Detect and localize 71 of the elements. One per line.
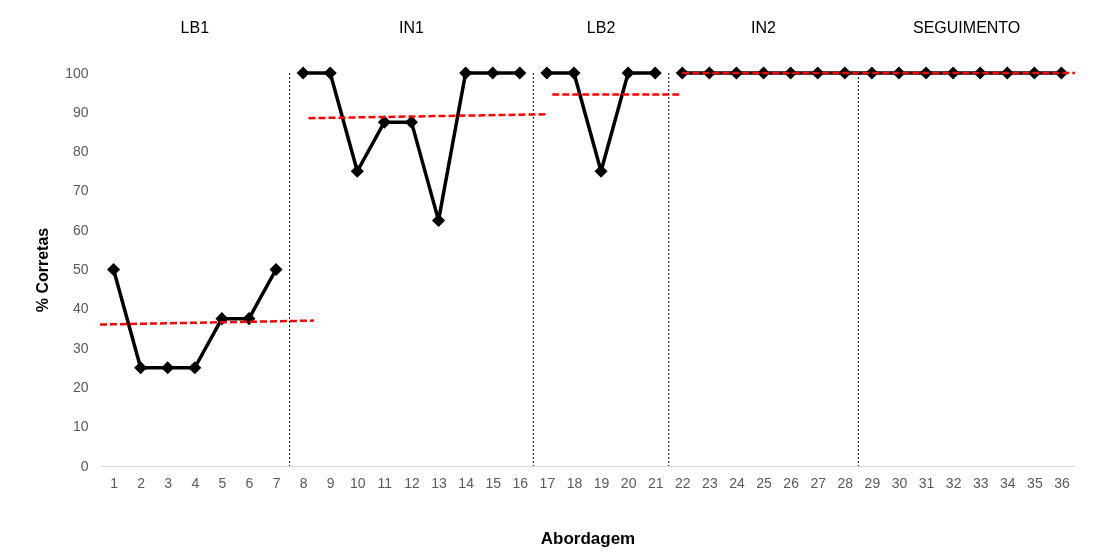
point xyxy=(621,66,635,80)
x-tick-label: 3 xyxy=(164,474,173,491)
y-tick-label: 30 xyxy=(72,339,89,356)
x-tick-label: 11 xyxy=(377,474,393,491)
x-tick-label: 17 xyxy=(539,474,556,491)
x-tick-label: 23 xyxy=(702,474,718,491)
point xyxy=(134,361,148,375)
point xyxy=(404,115,418,129)
x-tick-label: 5 xyxy=(218,474,227,491)
point xyxy=(269,262,283,277)
x-tick-label: 20 xyxy=(620,474,637,491)
y-tick-label: 70 xyxy=(72,182,89,199)
x-tick-label: 32 xyxy=(945,474,962,491)
x-tick-label: 15 xyxy=(485,474,502,491)
x-tick-label: 27 xyxy=(810,474,827,491)
x-tick-label: 4 xyxy=(191,474,200,491)
x-tick-label: 22 xyxy=(675,474,691,491)
x-tick-label: 13 xyxy=(431,474,448,491)
x-tick-label: 19 xyxy=(593,474,610,491)
x-tick-label: 30 xyxy=(891,474,908,491)
point xyxy=(486,66,500,80)
x-tick-label: 14 xyxy=(458,474,475,491)
point xyxy=(567,66,581,80)
x-tick-label: 10 xyxy=(350,474,366,491)
y-tick-label: 80 xyxy=(72,143,89,160)
x-tick-label: 29 xyxy=(864,474,881,491)
x-tick-label: 9 xyxy=(326,474,335,491)
x-tick-label: 26 xyxy=(783,474,800,491)
x-tick-label: 1 xyxy=(110,474,119,491)
x-tick-label: 7 xyxy=(272,474,281,491)
y-tick-label: 60 xyxy=(72,221,89,238)
x-tick-label: 25 xyxy=(756,474,773,491)
x-tick-label: 28 xyxy=(837,474,854,491)
x-tick-label: 21 xyxy=(647,474,664,491)
text: LB2 xyxy=(586,19,616,36)
y-axis-title: % Corretas xyxy=(34,227,52,313)
x-tick-label: 34 xyxy=(1000,474,1016,491)
x-tick-label: 12 xyxy=(404,474,420,491)
point xyxy=(161,361,175,375)
y-tick-label: 10 xyxy=(72,418,89,435)
text: IN2 xyxy=(751,19,777,36)
text: LB1 xyxy=(180,19,210,36)
point xyxy=(296,66,310,80)
point xyxy=(323,66,337,80)
y-tick-label: 90 xyxy=(72,103,89,120)
x-axis-title: Abordagem xyxy=(540,528,636,548)
x-tick-label: 6 xyxy=(245,474,254,491)
y-tick-label: 100 xyxy=(65,64,89,81)
point xyxy=(459,66,473,80)
point xyxy=(648,66,662,80)
x-tick-label: 31 xyxy=(918,474,935,491)
x-tick-label: 8 xyxy=(299,474,308,491)
point xyxy=(188,361,202,375)
y-tick-label: 0 xyxy=(80,457,89,474)
point xyxy=(350,164,364,178)
x-tick-label: 16 xyxy=(512,474,529,491)
text: SEGUIMENTO xyxy=(913,19,1021,36)
text: IN1 xyxy=(399,19,425,36)
point xyxy=(377,115,391,129)
point xyxy=(107,262,121,277)
x-tick-label: 33 xyxy=(972,474,989,491)
x-tick-label: 36 xyxy=(1054,474,1070,491)
x-tick-label: 24 xyxy=(729,474,745,491)
y-tick-label: 50 xyxy=(72,261,89,277)
y-tick-label: 40 xyxy=(72,300,89,317)
point xyxy=(540,66,554,80)
x-tick-label: 18 xyxy=(566,474,583,491)
x-tick-label: 35 xyxy=(1027,474,1043,491)
y-tick-label: 20 xyxy=(72,378,89,395)
point xyxy=(513,66,527,80)
x-tick-label: 2 xyxy=(137,474,146,491)
